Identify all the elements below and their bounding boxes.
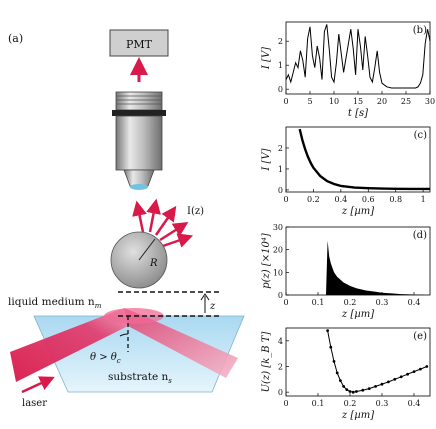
y-tick-label: 2 [278, 37, 283, 46]
data-point [351, 390, 355, 394]
x-tick-label: 1 [421, 195, 426, 204]
incident-beam [10, 308, 128, 382]
data-point [361, 388, 365, 392]
objective-icon [112, 91, 166, 190]
plot-frame [285, 327, 431, 397]
fit-line [327, 330, 427, 393]
data-point [380, 382, 384, 386]
radius-line [138, 238, 156, 261]
y-tick-label: 1 [278, 165, 283, 174]
data-point [419, 367, 422, 371]
y-tick-label: 20 [273, 246, 283, 255]
intensity-label: I(z) [187, 206, 204, 217]
x-tick-label: 0.3 [376, 298, 389, 307]
data-point [393, 377, 397, 381]
x-tick-label: 30 [425, 97, 435, 106]
x-tick-label: 10 [329, 97, 339, 106]
x-axis-label: z [µm] [341, 206, 374, 217]
y-tick-label: 2 [278, 144, 283, 153]
radius-label: R [149, 258, 158, 269]
x-tick-label: 0.1 [312, 298, 325, 307]
y-axis-label: I [V] [261, 47, 272, 70]
x-tick-label: 0 [283, 298, 288, 307]
data-point [425, 365, 429, 368]
y-tick-label: 10 [273, 268, 283, 277]
data-point [355, 390, 358, 393]
y-tick-label: 0 [278, 85, 283, 94]
chart-e: 0 0.1 0.2 0.3 0.4 0 2 4 (e) z [µm] U(z) [k_B T] [261, 327, 431, 421]
y-tick-label: 0 [278, 186, 283, 195]
x-tick-label: 0.8 [389, 195, 402, 204]
angle-arc [119, 333, 129, 337]
y-tick-label: 0 [278, 291, 283, 300]
substrate-label: substrate ns [108, 371, 172, 385]
laser-label: laser [22, 398, 47, 409]
data-point [335, 371, 339, 375]
x-tick-label: 0.4 [334, 195, 347, 204]
angle-label: θ > θc [90, 352, 121, 365]
y-tick-label: 0 [278, 388, 283, 397]
x-tick-label: 0.4 [408, 399, 421, 408]
plot-frame [285, 226, 431, 296]
x-tick-label: 0.1 [312, 399, 325, 408]
data-point [387, 380, 390, 384]
x-tick-label: 20 [377, 97, 387, 106]
x-axis-label: z [µm] [341, 410, 374, 421]
y-axis-label: U(z) [k_B T] [261, 332, 272, 393]
medium-label: liquid medium nm [8, 296, 102, 310]
data-point [348, 390, 352, 393]
plot-frame [285, 126, 431, 193]
x-tick-label: 0.2 [307, 195, 320, 204]
x-axis-label: z [µm] [341, 309, 374, 320]
data-point [406, 372, 409, 376]
data-point [399, 375, 403, 379]
histogram-area [326, 240, 424, 295]
reflected-beam [124, 308, 238, 378]
pmt-box [109, 29, 169, 57]
x-tick-label: 0.3 [376, 399, 389, 408]
data-point [339, 379, 342, 382]
x-tick-label: 0 [283, 399, 288, 408]
data-point [329, 345, 333, 349]
x-tick-label: 0.6 [362, 195, 375, 204]
scatter-arrows-icon [132, 198, 194, 248]
laser-arrow-icon [21, 376, 55, 394]
chart-b: 0 5 10 15 20 25 30 0 1 2 (b) t [s] I [V] [261, 21, 435, 119]
y-axis-label: I [V] [261, 148, 272, 171]
gap-label: z [209, 301, 216, 312]
x-tick-label: 0 [283, 195, 288, 204]
data-point [367, 387, 371, 390]
data-point [332, 360, 336, 363]
x-tick-label: 5 [307, 97, 312, 106]
series-line [298, 128, 430, 191]
pmt-label: PMT [126, 38, 153, 51]
panel-label: (b) [413, 25, 427, 36]
panel-label-a: (a) [8, 32, 23, 45]
panel-label: (e) [413, 331, 427, 342]
y-tick-label: 2 [278, 362, 283, 371]
x-tick-label: 0.4 [408, 298, 421, 307]
panel-label: (c) [414, 130, 428, 141]
chart-d: 0 0.1 0.2 0.3 0.4 0 10 20 30 (d) z [µm] p(z) [×10⁴] [261, 223, 431, 320]
x-tick-label: 25 [401, 97, 411, 106]
y-tick-label: 1 [278, 61, 283, 70]
data-point [345, 388, 349, 391]
x-tick-label: 0.2 [344, 298, 357, 307]
data-point [342, 385, 345, 388]
x-tick-label: 0.2 [344, 399, 357, 408]
panel-label: (d) [413, 230, 427, 241]
y-tick-label: 4 [278, 337, 283, 346]
series-line [285, 24, 431, 89]
chart-c: 0 0.2 0.4 0.6 0.8 1 0 1 2 (c) z [µm] I [V] [261, 126, 431, 217]
x-axis-label: t [s] [348, 108, 368, 119]
y-axis-label: p(z) [×10⁴] [261, 233, 272, 289]
data-point [326, 329, 329, 332]
x-tick-label: 15 [353, 97, 363, 106]
y-tick-label: 30 [273, 223, 283, 232]
data-point [412, 370, 416, 373]
x-tick-label: 0 [283, 97, 288, 106]
data-point [374, 385, 377, 388]
